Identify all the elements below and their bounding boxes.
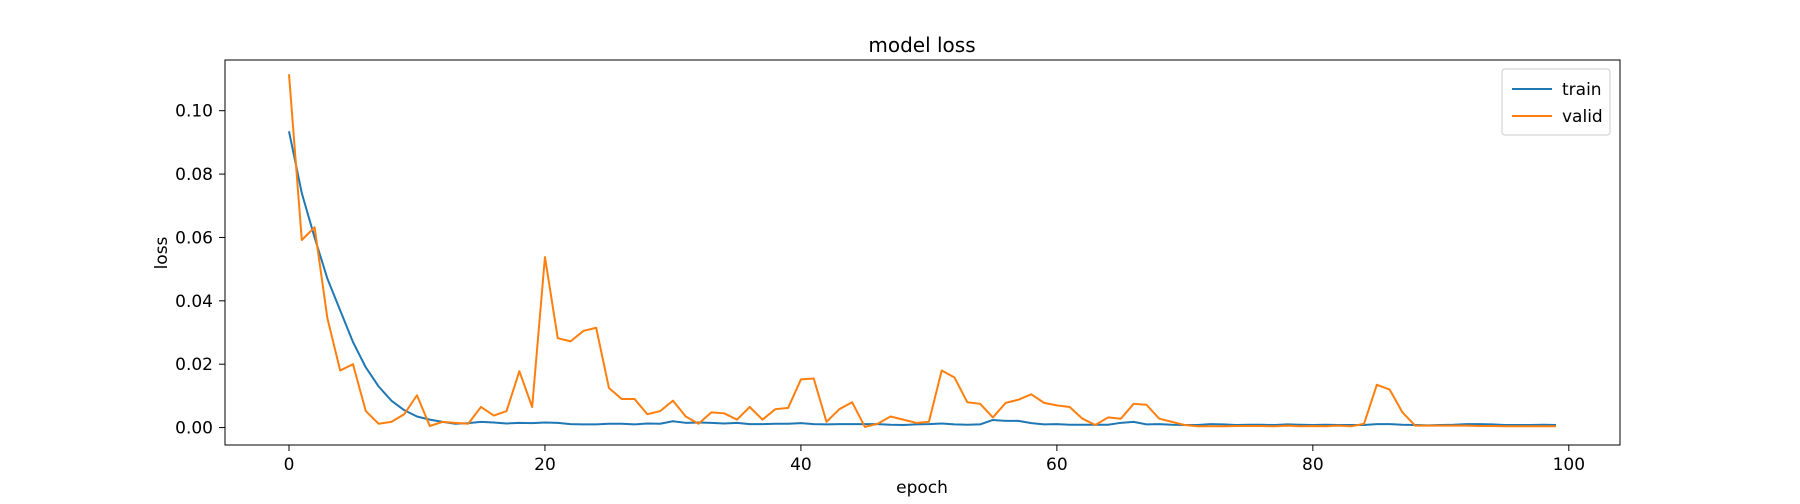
y-tick-label: 0.02 [175, 355, 213, 375]
x-axis-label: epoch [896, 478, 948, 498]
series-layer [287, 74, 1557, 428]
y-axis-label: loss [152, 236, 172, 269]
x-tick-label: 60 [1046, 455, 1068, 475]
legend-label-valid: valid [1562, 107, 1603, 127]
y-tick-label: 0.10 [175, 102, 213, 122]
y-tick-label: 0.00 [175, 419, 213, 439]
series-line-valid [287, 74, 1557, 428]
chart-title: model loss [868, 33, 975, 57]
x-tick-label: 100 [1553, 455, 1585, 475]
plot-frame [224, 59, 1621, 446]
legend: train valid [1501, 68, 1611, 136]
legend-box [1501, 68, 1611, 136]
legend-label-train: train [1562, 80, 1602, 100]
x-tick-label: 40 [790, 455, 812, 475]
x-tick-label: 80 [1302, 455, 1324, 475]
y-tick-label: 0.04 [175, 292, 213, 312]
y-tick-label: 0.08 [175, 165, 213, 185]
x-tick-label: 20 [534, 455, 556, 475]
x-tick-label: 0 [284, 455, 295, 475]
y-tick-label: 0.06 [175, 228, 213, 248]
y-axis: 0.00 0.02 0.04 0.06 0.08 0.10 [175, 102, 225, 439]
x-axis: 0 20 40 60 80 100 [284, 445, 1585, 475]
